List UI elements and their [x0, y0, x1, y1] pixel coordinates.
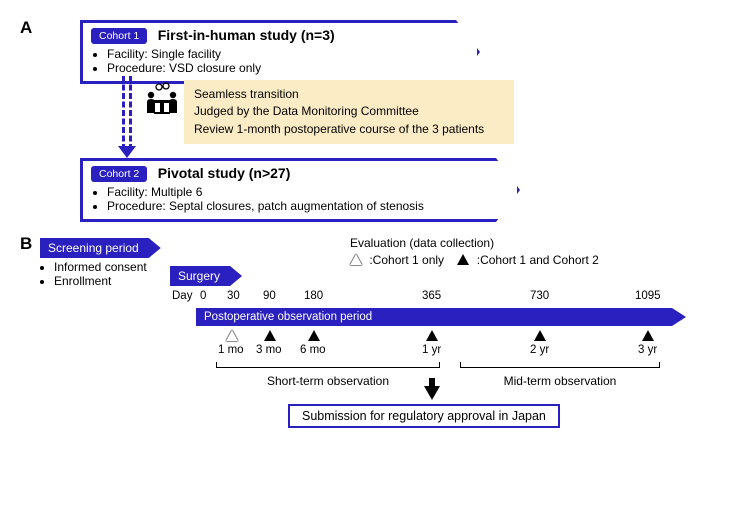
submission-box: Submission for regulatory approval in Ja…: [288, 404, 560, 428]
cohort2-bullets: Facility: Multiple 6 Procedure: Septal c…: [91, 185, 481, 213]
panel-b-label: B: [20, 234, 32, 254]
tick-label: 1 yr: [422, 344, 441, 356]
screening-bullet: Enrollment: [54, 274, 147, 288]
short-term-brace: [216, 362, 440, 368]
transition-line: Judged by the Data Monitoring Committee: [194, 103, 504, 120]
legend-open-text: :Cohort 1 only: [369, 253, 444, 267]
transition-panel: Seamless transition Judged by the Data M…: [184, 80, 514, 144]
evaluation-legend: Evaluation (data collection) :Cohort 1 o…: [350, 236, 700, 267]
tick-marker-open: [226, 330, 238, 341]
cohort2-title: Pivotal study (n>27): [158, 165, 291, 181]
cohort1-banner: Cohort 1 First-in-human study (n=3) Faci…: [80, 20, 480, 84]
tick-label: 3 mo: [256, 344, 282, 356]
day-value: 30: [227, 290, 240, 302]
triangle-open-icon: [350, 254, 362, 265]
screening-banner: Screening period: [40, 238, 161, 258]
day-word: Day: [172, 290, 192, 302]
transition-line: Seamless transition: [194, 86, 504, 103]
panel-a: A Cohort 1 First-in-human study (n=3) Fa…: [20, 18, 712, 228]
day-value: 730: [530, 290, 549, 302]
day-value: 90: [263, 290, 276, 302]
tick-marker: [264, 330, 276, 341]
cohort1-bullet: Facility: Single facility: [107, 47, 441, 61]
cohort1-title: First-in-human study (n=3): [158, 27, 335, 43]
cohort2-bullet: Facility: Multiple 6: [107, 185, 481, 199]
cohort2-badge: Cohort 2: [91, 166, 147, 182]
legend-filled-text: :Cohort 1 and Cohort 2: [477, 253, 599, 267]
tick-marker: [308, 330, 320, 341]
tick-label: 6 mo: [300, 344, 326, 356]
legend-title: Evaluation (data collection): [350, 236, 700, 250]
tick-marker: [534, 330, 546, 341]
day-value: 0: [200, 290, 206, 302]
triangle-filled-icon: [457, 254, 469, 265]
tick-marker: [426, 330, 438, 341]
screening-bullet: Informed consent: [54, 260, 147, 274]
transition-connector: [122, 76, 132, 150]
down-arrow-icon: [424, 386, 440, 400]
tick-label: 1 mo: [218, 344, 244, 356]
day-value: 180: [304, 290, 323, 302]
cohort2-banner: Cohort 2 Pivotal study (n>27) Facility: …: [80, 158, 520, 222]
postop-bar: Postoperative observation period: [196, 308, 686, 326]
cohort1-badge: Cohort 1: [91, 28, 147, 44]
surgery-banner: Surgery: [170, 266, 242, 286]
day-value: 365: [422, 290, 441, 302]
panel-b: B Screening period Informed consent Enro…: [20, 234, 712, 489]
tick-label: 2 yr: [530, 344, 549, 356]
cohort2-bullet: Procedure: Septal closures, patch augmen…: [107, 199, 481, 213]
cohort1-bullets: Facility: Single facility Procedure: VSD…: [91, 47, 441, 75]
transition-line: Review 1-month postoperative course of t…: [194, 121, 504, 138]
transition-arrowhead: [118, 146, 136, 158]
screening-bullets: Informed consent Enrollment: [40, 260, 147, 288]
mid-term-label: Mid-term observation: [460, 374, 660, 388]
panel-a-label: A: [20, 18, 32, 38]
meeting-icon: [144, 82, 180, 116]
day-value: 1095: [635, 290, 661, 302]
mid-term-brace: [460, 362, 660, 368]
cohort1-bullet: Procedure: VSD closure only: [107, 61, 441, 75]
tick-label: 3 yr: [638, 344, 657, 356]
tick-marker: [642, 330, 654, 341]
short-term-label: Short-term observation: [216, 374, 440, 388]
